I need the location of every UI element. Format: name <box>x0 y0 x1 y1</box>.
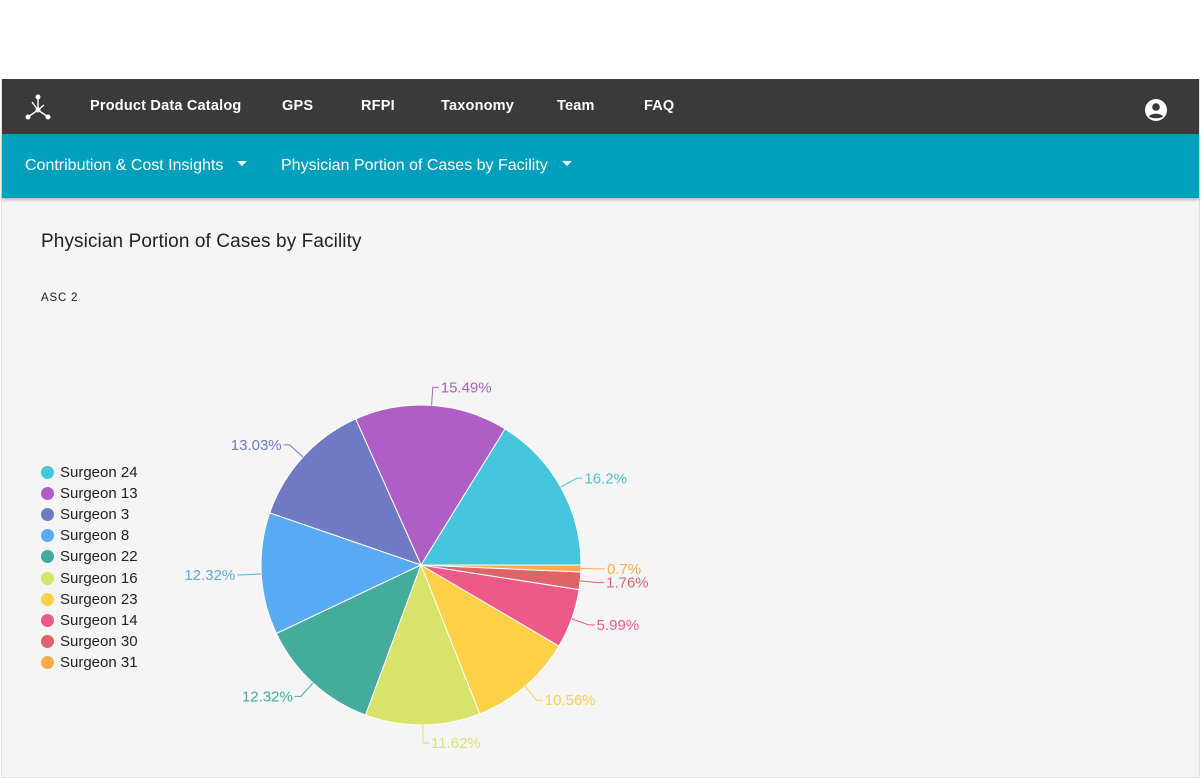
legend-label: Surgeon 24 <box>60 464 138 482</box>
legend-label: Surgeon 22 <box>60 548 138 566</box>
legend-label: Surgeon 16 <box>60 569 138 587</box>
legend-item[interactable]: Surgeon 3 <box>41 504 138 525</box>
legend-item[interactable]: Surgeon 24 <box>41 462 138 483</box>
legend-item[interactable]: Surgeon 8 <box>41 525 138 546</box>
legend-swatch <box>41 550 54 564</box>
pie-data-label: 0.7% <box>607 561 641 578</box>
legend-label: Surgeon 30 <box>60 632 138 650</box>
legend-item[interactable]: Surgeon 23 <box>41 589 138 610</box>
pie-data-label: 10.56% <box>545 692 596 709</box>
nav-item-team[interactable]: Team <box>557 98 595 114</box>
caret-down-icon <box>237 161 248 167</box>
legend-label: Surgeon 13 <box>60 485 138 503</box>
pie-data-label: 15.49% <box>441 379 492 396</box>
legend-swatch <box>41 571 54 585</box>
legend-item[interactable]: Surgeon 31 <box>41 652 138 673</box>
sub-navigation-bar: Contribution & Cost Insights Physician P… <box>2 134 1199 198</box>
legend-label: Surgeon 23 <box>60 590 138 608</box>
pie-slice[interactable] <box>260 512 423 635</box>
pie-data-label: 5.99% <box>597 617 640 634</box>
pie-slice[interactable] <box>420 564 582 573</box>
nav-item-gps[interactable]: GPS <box>282 98 314 114</box>
report-category-dropdown[interactable]: Contribution & Cost Insights <box>25 134 248 198</box>
report-label: Physician Portion of Cases by Facility <box>281 157 548 174</box>
legend-swatch <box>41 529 54 543</box>
legend-swatch <box>41 613 54 627</box>
nav-item-faq[interactable]: FAQ <box>644 98 675 114</box>
account-circle-icon[interactable] <box>1144 98 1168 122</box>
legend-swatch <box>41 466 54 480</box>
nav-item-product-data-catalog[interactable]: Product Data Catalog <box>90 98 242 114</box>
pie-data-label: 1.76% <box>606 575 649 592</box>
pie-label-leader <box>422 724 429 744</box>
nav-item-rfpi[interactable]: RFPI <box>361 98 395 114</box>
legend-item[interactable]: Surgeon 22 <box>41 546 138 567</box>
legend-item[interactable]: Surgeon 30 <box>41 631 138 652</box>
legend-swatch <box>41 592 54 606</box>
legend-label: Surgeon 14 <box>60 611 138 629</box>
pie-label-leader <box>571 618 595 626</box>
pie-label-leader <box>237 573 262 576</box>
pie-chart: 16.2% 15.49% 13.03% 12.32% 12.32% 11.62% 10.56… <box>184 379 649 752</box>
legend-item[interactable]: Surgeon 13 <box>41 483 138 504</box>
pie-data-label: 12.32% <box>242 688 293 705</box>
caret-down-icon <box>561 161 572 167</box>
pie-label-leader <box>524 686 543 701</box>
pie-label-leader <box>294 682 314 697</box>
pie-slice[interactable] <box>420 563 560 715</box>
legend-swatch <box>41 487 54 501</box>
legend-swatch <box>41 634 54 648</box>
pie-label-leader <box>283 444 304 458</box>
nav-item-taxonomy[interactable]: Taxonomy <box>441 98 515 114</box>
pie-slice[interactable] <box>355 404 506 567</box>
facility-label: ASC 2 <box>41 292 79 304</box>
legend-label: Surgeon 8 <box>60 527 130 545</box>
pie-slice[interactable] <box>269 418 422 566</box>
report-dropdown[interactable]: Physician Portion of Cases by Facility <box>281 134 572 198</box>
legend-swatch <box>41 655 54 669</box>
report-category-label: Contribution & Cost Insights <box>25 157 224 174</box>
pie-data-label: 11.62% <box>431 735 481 752</box>
app-window: Product Data Catalog GPS RFPI Taxonomy T… <box>1 79 1200 778</box>
pie-data-label: 13.03% <box>231 437 282 454</box>
pie-data-label: 12.32% <box>184 567 235 584</box>
pie-label-leader <box>580 580 605 584</box>
pie-label-leader <box>560 477 583 488</box>
top-navigation-bar: Product Data Catalog GPS RFPI Taxonomy T… <box>2 79 1199 134</box>
page-title: Physician Portion of Cases by Facility <box>41 231 362 252</box>
legend-item[interactable]: Surgeon 16 <box>41 567 138 588</box>
chart-legend: Surgeon 24 Surgeon 13 Surgeon 3 Surgeon 8 Su… <box>41 462 138 673</box>
legend-item[interactable]: Surgeon 14 <box>41 610 138 631</box>
pie-data-label: 16.2% <box>584 470 627 487</box>
legend-label: Surgeon 31 <box>60 653 138 671</box>
legend-label: Surgeon 3 <box>60 506 130 524</box>
legend-swatch <box>41 508 54 522</box>
network-logo-icon[interactable] <box>24 93 52 121</box>
pie-label-leader <box>431 386 439 406</box>
